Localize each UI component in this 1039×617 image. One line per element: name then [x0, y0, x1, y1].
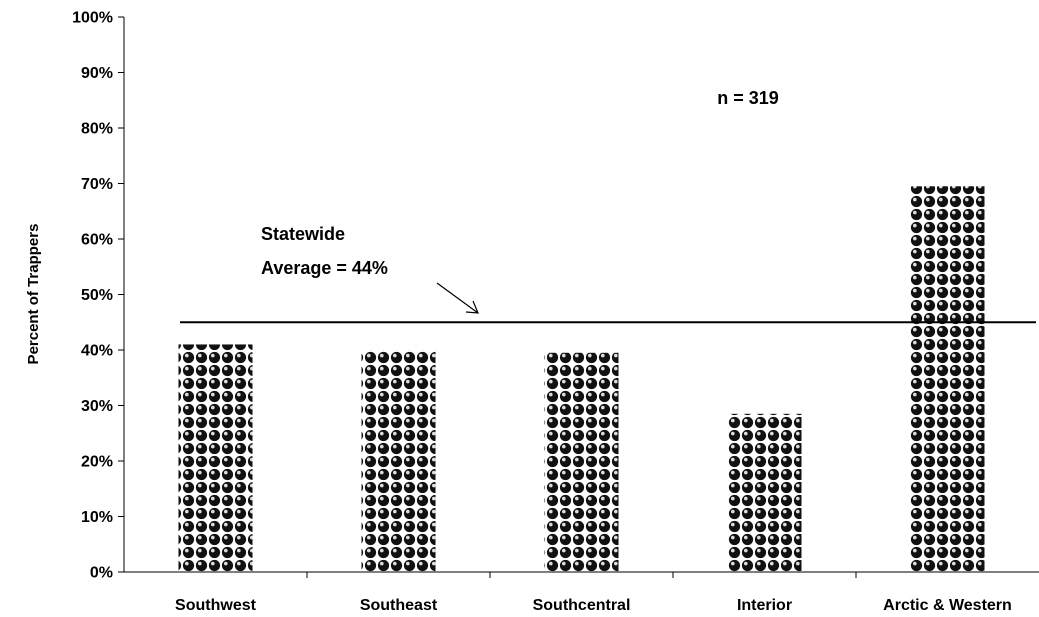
bars-group [178, 186, 985, 572]
bar [544, 352, 619, 572]
x-category-label: Southwest [175, 597, 257, 614]
bar [178, 344, 253, 572]
statewide-label-line1: Statewide [261, 224, 345, 244]
x-category-label: Arctic & Western [883, 597, 1012, 614]
bar [361, 350, 436, 572]
y-tick-label: 40% [81, 343, 113, 360]
x-category-label: Southcentral [533, 597, 631, 614]
bar [910, 186, 985, 572]
sample-size-annotation: n = 319 [717, 88, 779, 108]
y-tick-label: 20% [81, 454, 113, 471]
x-ticks-group: Southwest Southeast Southcentral Interior Ar… [175, 572, 1012, 614]
y-tick-label: 90% [81, 65, 113, 82]
statewide-arrow-head [465, 300, 479, 314]
y-tick-label: 10% [81, 509, 113, 526]
statewide-arrow [436, 282, 479, 314]
bar [727, 413, 802, 572]
x-category-label: Southeast [360, 597, 438, 614]
x-category-label: Interior [737, 597, 792, 614]
y-tick-label: 30% [81, 398, 113, 415]
y-tick-label: 80% [81, 121, 113, 138]
y-tick-label: 50% [81, 287, 113, 304]
y-tick-label: 60% [81, 232, 113, 249]
y-axis-label: Percent of Trappers [25, 224, 42, 365]
y-tick-label: 0% [90, 565, 113, 582]
y-tick-label: 70% [81, 176, 113, 193]
y-tick-label: 100% [72, 10, 113, 27]
y-ticks-group: 0% 10% 20% 30% 40% 50% 60% 70% 80% 90% 100% [72, 10, 124, 582]
statewide-label-line2: Average = 44% [261, 258, 388, 278]
